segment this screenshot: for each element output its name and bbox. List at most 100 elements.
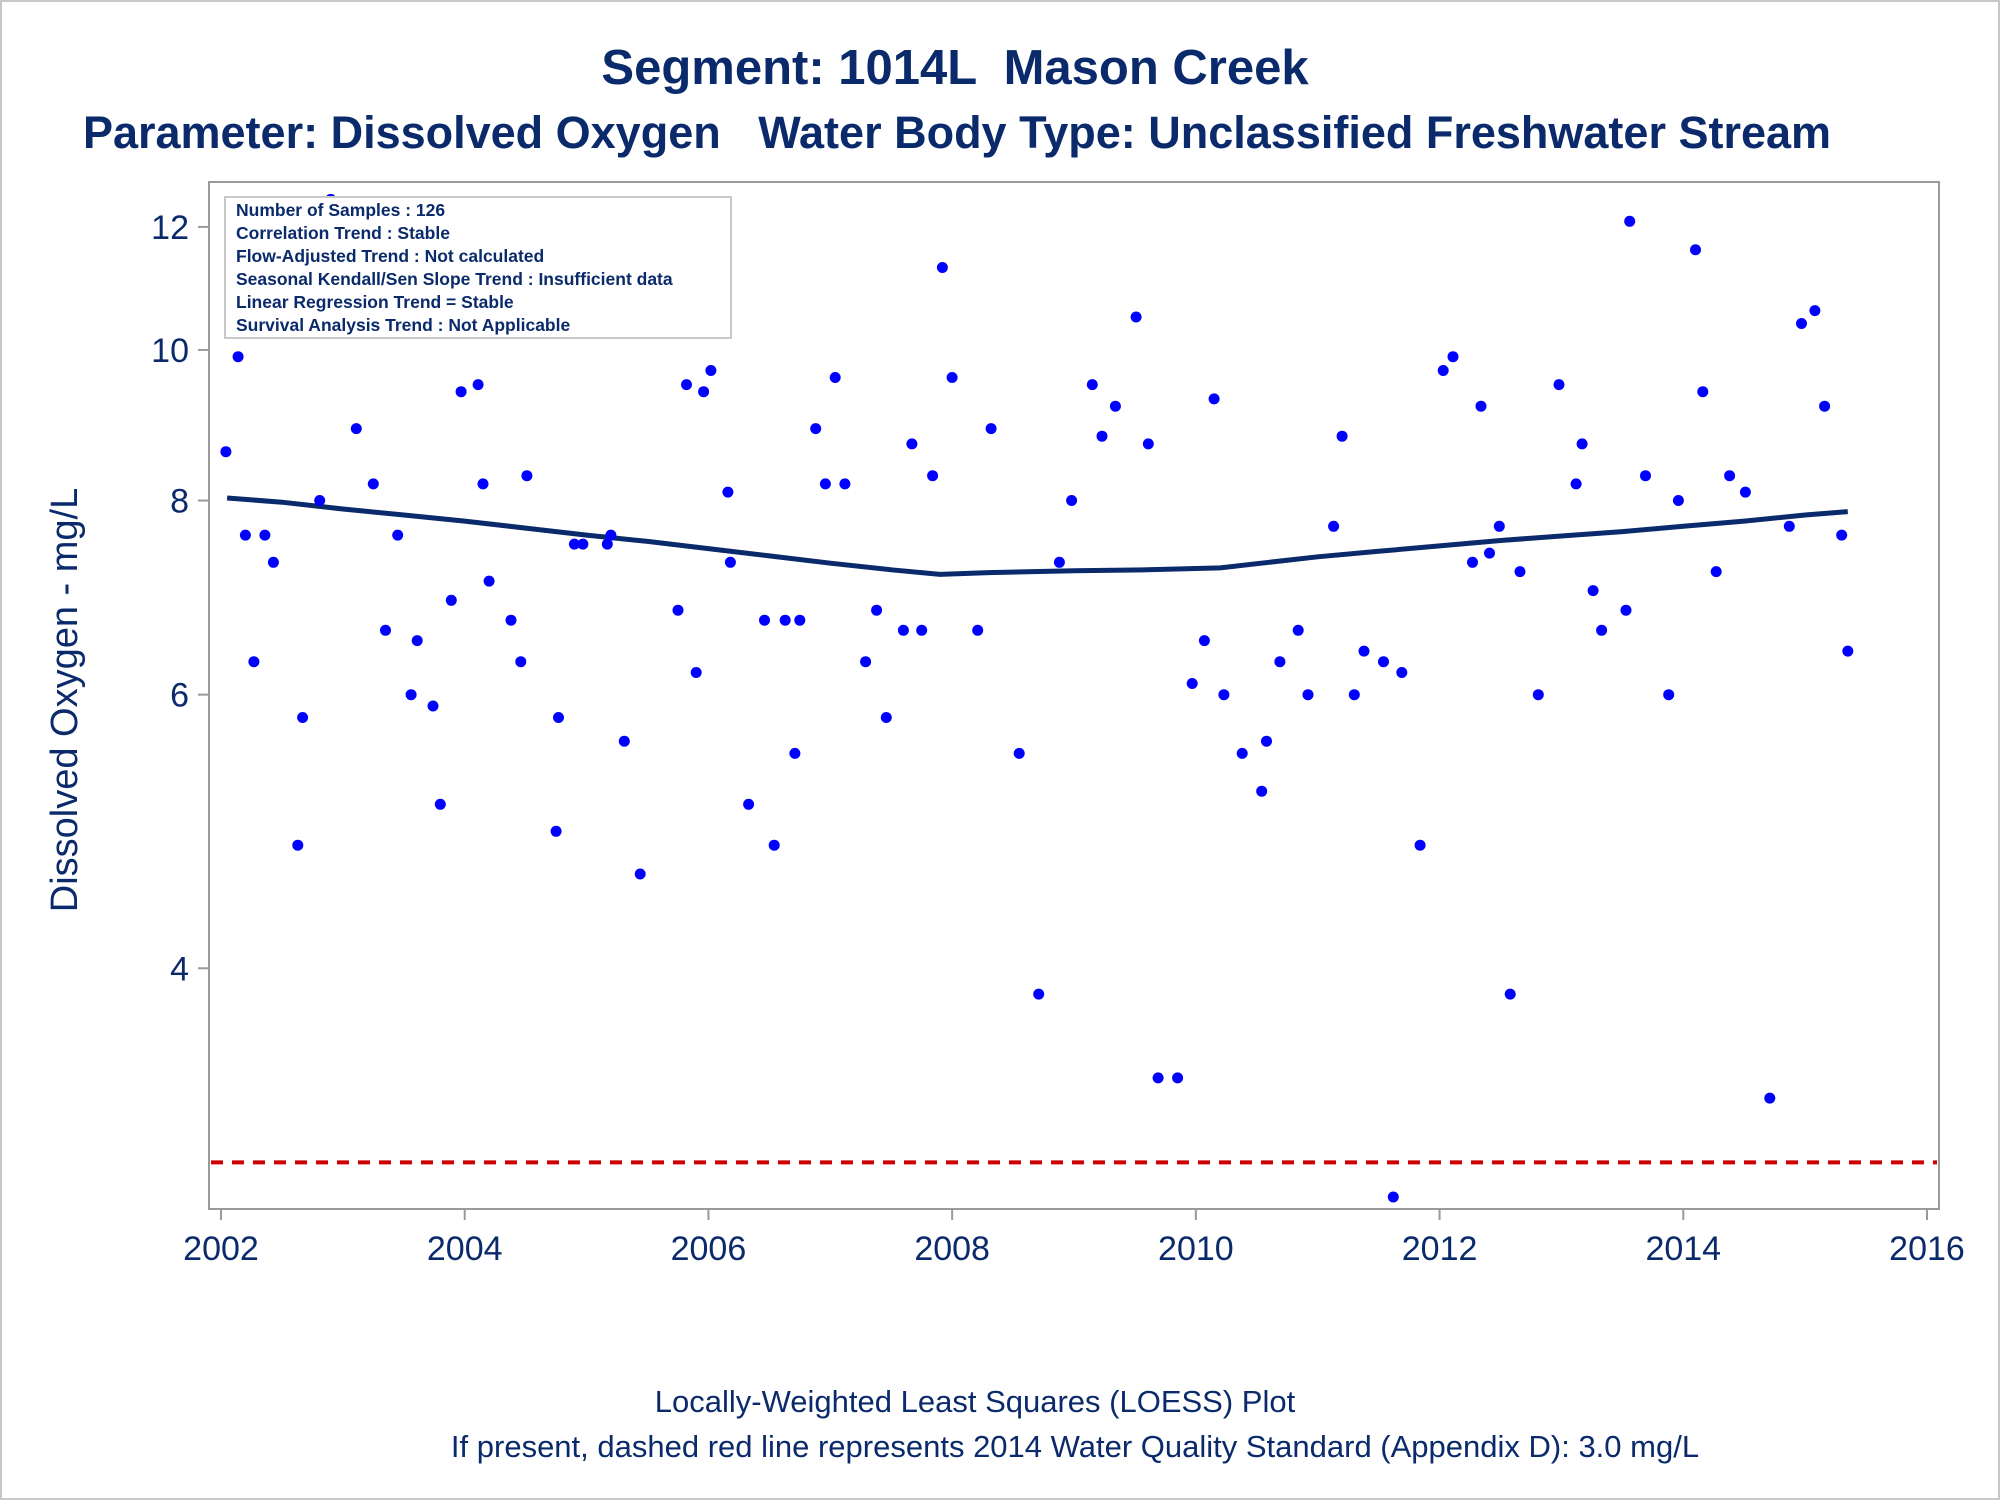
data-point	[1066, 495, 1078, 506]
data-point	[779, 614, 791, 626]
data-point	[1033, 988, 1045, 1000]
stats-box-line: Seasonal Kendall/Sen Slope Trend : Insuf…	[236, 269, 673, 289]
data-point	[367, 478, 379, 490]
x-tick-label: 2004	[427, 1230, 503, 1268]
data-point	[515, 656, 527, 668]
data-point	[1764, 1092, 1776, 1104]
y-tick-label: 12	[151, 209, 189, 247]
data-point	[1142, 438, 1154, 450]
data-point	[1532, 689, 1544, 701]
data-point	[1208, 393, 1220, 405]
data-point	[722, 486, 734, 498]
data-point	[860, 656, 872, 668]
data-point	[445, 594, 457, 606]
data-point	[1672, 495, 1684, 506]
data-point	[1186, 678, 1198, 689]
plot-frame	[208, 181, 1940, 1210]
data-point	[1710, 566, 1722, 578]
data-point	[768, 839, 780, 851]
data-point	[936, 262, 948, 273]
data-point	[577, 538, 589, 550]
footnote-standard: If present, dashed red line represents 2…	[451, 1429, 1699, 1464]
data-point	[724, 556, 736, 568]
data-point	[601, 538, 613, 550]
data-point	[1086, 379, 1098, 391]
data-point	[794, 614, 806, 626]
data-point	[819, 478, 831, 490]
data-point	[1842, 645, 1854, 657]
data-point	[259, 529, 271, 541]
data-point	[1414, 839, 1426, 851]
x-tick-label: 2008	[914, 1230, 990, 1268]
x-tick-label: 2006	[671, 1230, 747, 1268]
y-tick-label: 4	[170, 950, 189, 988]
data-point	[1328, 520, 1340, 532]
sample-points	[220, 193, 1854, 1203]
data-point	[1447, 351, 1459, 363]
data-point	[1348, 689, 1360, 701]
stats-box-line: Linear Regression Trend = Stable	[236, 292, 514, 312]
data-point	[634, 868, 646, 880]
stats-box-line: Survival Analysis Trend : Not Applicable	[236, 315, 570, 335]
data-point	[1152, 1072, 1164, 1084]
data-point	[380, 624, 391, 636]
data-point	[759, 614, 770, 626]
data-point	[1809, 305, 1821, 317]
data-point	[985, 423, 997, 435]
data-point	[405, 689, 417, 701]
data-point	[1596, 624, 1608, 636]
data-point	[1236, 747, 1248, 759]
data-point	[618, 735, 630, 747]
data-point	[1493, 520, 1505, 532]
data-point	[568, 538, 580, 550]
data-point	[1378, 656, 1389, 668]
data-point	[810, 423, 822, 435]
data-point	[248, 656, 260, 668]
data-point	[1697, 386, 1709, 398]
data-point	[292, 839, 304, 851]
data-point	[455, 386, 467, 398]
data-point	[690, 667, 702, 678]
data-point	[1387, 1191, 1399, 1203]
data-point	[314, 495, 326, 506]
data-point	[672, 604, 684, 616]
data-point	[946, 372, 958, 383]
data-point	[1218, 689, 1230, 701]
stats-box: Number of Samples : 126 Correlation Tren…	[224, 196, 732, 339]
x-axis: 2002 2004 2006 2008 2010 2012 2014 2016	[183, 1209, 1965, 1268]
data-point	[477, 478, 489, 490]
data-point	[1013, 747, 1025, 759]
data-point	[1663, 689, 1675, 701]
data-point	[897, 624, 909, 636]
data-point	[1570, 478, 1582, 490]
data-point	[1620, 604, 1632, 616]
data-point	[1274, 656, 1286, 668]
data-point	[681, 379, 692, 391]
data-point	[1302, 689, 1314, 701]
data-point	[1624, 215, 1636, 227]
data-point	[871, 604, 883, 616]
data-point	[743, 798, 755, 810]
data-point	[1553, 379, 1565, 391]
data-point	[1504, 988, 1516, 1000]
data-point	[427, 700, 439, 712]
data-point	[1739, 486, 1751, 498]
data-point	[1336, 430, 1348, 442]
y-axis-label: Dissolved Oxygen - mg/L	[44, 488, 86, 913]
data-point	[880, 712, 892, 723]
data-point	[392, 529, 404, 541]
data-point	[1198, 635, 1210, 647]
data-point	[605, 529, 617, 541]
data-point	[267, 556, 279, 568]
y-tick-label: 8	[170, 483, 189, 521]
y-tick-label: 10	[151, 332, 189, 370]
data-point	[553, 712, 564, 723]
data-point	[1096, 430, 1108, 442]
data-point	[906, 438, 918, 450]
data-point	[1484, 547, 1495, 559]
data-point	[1437, 365, 1449, 376]
stats-box-line: Number of Samples : 126	[236, 200, 445, 220]
data-point	[1514, 566, 1526, 578]
stats-box-line: Flow-Adjusted Trend : Not calculated	[236, 246, 544, 266]
